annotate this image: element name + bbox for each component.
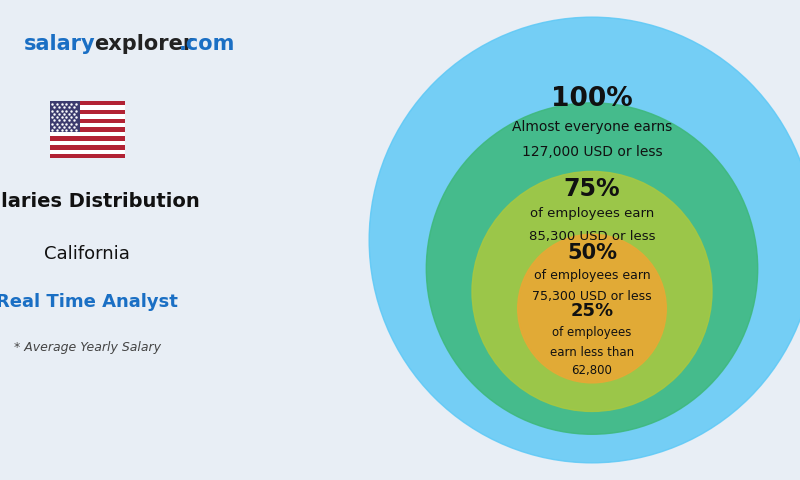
Bar [50,154,125,158]
Text: * Average Yearly Salary: * Average Yearly Salary [14,341,161,354]
Text: salary: salary [24,34,96,54]
Circle shape [369,17,800,463]
Bar [50,105,125,109]
Text: 127,000 USD or less: 127,000 USD or less [522,145,662,159]
Bar [50,101,125,105]
Circle shape [426,103,758,434]
Text: Almost everyone earns: Almost everyone earns [512,120,672,134]
Text: 25%: 25% [570,302,614,320]
Text: 62,800: 62,800 [571,364,613,377]
Text: 75,300 USD or less: 75,300 USD or less [532,289,652,302]
Text: 100%: 100% [551,86,633,112]
Circle shape [518,234,666,383]
Circle shape [472,171,712,411]
Text: of employees earn: of employees earn [534,269,650,282]
Bar [50,101,80,132]
Bar [50,101,125,158]
Text: of employees earn: of employees earn [530,207,654,220]
Bar [50,127,125,132]
Bar [50,114,125,119]
Bar [50,132,125,136]
Bar [50,119,125,123]
Bar [50,123,125,127]
Text: Salaries Distribution: Salaries Distribution [0,192,200,211]
Text: 50%: 50% [567,242,617,263]
Text: Real Time Analyst: Real Time Analyst [0,293,178,311]
Text: California: California [45,245,130,263]
Text: explorer: explorer [94,34,194,54]
Bar [50,145,125,150]
Bar [50,150,125,154]
Bar [50,141,125,145]
Bar [50,109,125,114]
Text: 85,300 USD or less: 85,300 USD or less [529,230,655,243]
Text: earn less than: earn less than [550,346,634,359]
Text: of employees: of employees [552,326,632,339]
Text: 75%: 75% [564,177,620,201]
Text: .com: .com [179,34,235,54]
Bar [50,136,125,141]
